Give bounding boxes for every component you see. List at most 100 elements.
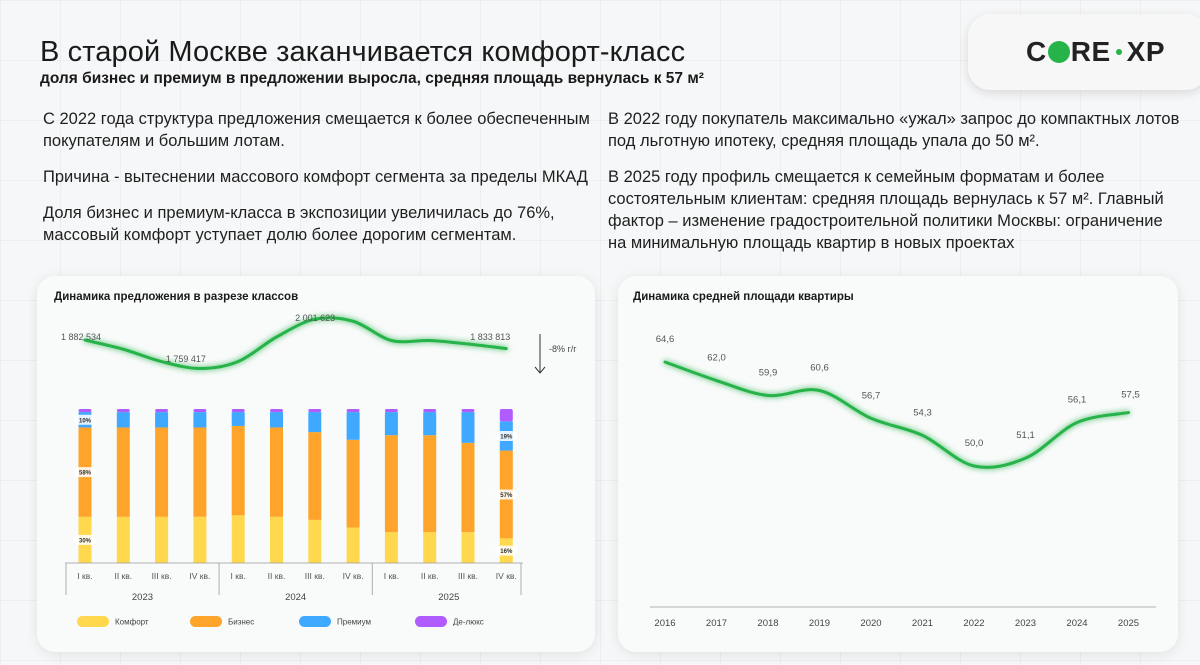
x-tick-label: IV кв. [496,571,517,581]
bar-label-pill [74,414,96,425]
x-tick-label: 2018 [757,618,778,629]
data-label: 57,5 [1121,390,1140,401]
bar-label-pill [495,489,518,500]
bar-segment [384,532,398,563]
chart-title: Динамика предложения в разрезе классов [54,291,299,303]
average-area-line-chart: 2016 2017 2018 2019 2020 2021 2022 2023 2024 2025… [650,334,1156,629]
x-tick-label: 2019 [809,618,830,629]
bar-segment [384,412,398,436]
bar-segment [155,412,169,428]
legend-swatch [77,616,109,627]
x-tick-label: III кв. [305,571,325,581]
bar-segment [461,442,475,533]
bar-label-pill [495,545,518,556]
legend-label: Комфорт [115,618,149,627]
bar-segment [116,427,130,517]
bar-segment [231,409,245,413]
bar-segment [423,412,437,436]
bar-segment [270,516,283,563]
data-label: 62,0 [707,353,726,364]
bar-segment [423,532,437,563]
x-tick-label: II кв. [421,571,439,581]
total-value-label: 2 001 623 [295,313,335,323]
supply-chart-panel: Динамика предложения в разрезе классов 3… [37,276,595,652]
logo-letters-re: RE [1070,36,1111,67]
x-tick-label: 2022 [963,618,984,629]
data-label: 60,6 [810,362,829,373]
legend-label: Бизнес [228,618,254,627]
legend-label: Премиум [337,618,371,627]
x-tick-label: I кв. [77,571,92,581]
total-supply-line [83,316,508,371]
logo-letters-xp: XP [1126,36,1165,67]
paragraph: Причина - вытеснении массового комфорт с… [43,168,588,186]
bar-segment [308,432,322,520]
bar-segment [308,519,322,563]
x-tick-label: IV кв. [189,571,210,581]
bar-segment [461,532,475,563]
x-tick-label: IV кв. [343,571,364,581]
bar-segment [193,427,207,517]
bar-segment [423,435,437,533]
page-title: В старой Москве заканчивается комфорт-кл… [40,36,686,68]
paragraph: С 2022 года структура предложения смещае… [43,110,590,150]
bar-segment [270,427,283,517]
x-tick-label: 2017 [706,618,727,629]
logo-letter-c: C [1026,36,1047,67]
bar-segment [270,412,283,428]
bar-segment [461,409,475,413]
data-label: 50,0 [965,438,984,449]
bar-segment [231,515,245,563]
x-tick-label: I кв. [384,571,399,581]
logo-circle-icon [1047,41,1070,63]
bar-value-label: 10% [79,418,92,424]
bar-value-label: 16% [500,549,513,555]
year-group-label: 2023 [132,592,153,603]
paragraph: Доля бизнес и премиум-класса в экспозици… [43,204,555,244]
bar-segment [193,412,207,428]
x-tick-label: 2023 [1015,618,1036,629]
x-tick-label: 2025 [1118,618,1139,629]
x-tick-label: 2021 [912,618,933,629]
bar-segment [193,409,207,413]
paragraph: В 2025 году профиль смещается к семейным… [608,168,1164,252]
supply-stacked-bar-chart: 30% 58% 10% 16% 57% 19% I кв. II кв. III кв. IV к… [61,313,577,627]
page-subtitle: доля бизнес и премиум в предложении выро… [40,70,704,87]
legend-swatch [299,616,331,627]
bar-segment [384,435,398,533]
chart-title: Динамика средней площади квартиры [633,291,854,303]
bar-segment [116,412,130,428]
year-group-label: 2024 [285,592,306,603]
legend-swatch [190,616,222,627]
bar-segment [461,412,475,443]
bar-segment [78,409,92,413]
text-column-left: С 2022 года структура предложения смещае… [43,108,603,260]
x-tick-label: III кв. [458,571,478,581]
bar-segment [116,409,130,413]
x-tick-label: II кв. [268,571,286,581]
bar-segment [384,409,398,413]
x-tick-label: 2020 [860,618,881,629]
bar-segment [346,527,360,563]
total-value-label: 1 759 417 [166,354,206,364]
data-label: 56,1 [1068,395,1087,406]
bar-segment [155,516,169,563]
legend-label: Де-люкс [453,618,484,627]
core-xp-logo: C RE XP [1026,36,1165,68]
paragraph: В 2022 году покупатель максимально «ужал… [608,110,1180,150]
bar-segment [499,409,513,422]
x-tick-label: 2024 [1066,618,1087,629]
data-label: 59,9 [759,367,778,378]
bar-value-label: 30% [79,538,92,544]
down-arrow-head-icon [534,366,546,374]
bar-segment [116,516,130,563]
bar-segment [231,425,245,516]
x-tick-label: I кв. [231,571,246,581]
bar-value-label: 19% [500,434,513,440]
x-tick-label: III кв. [152,571,172,581]
bar-segment [155,427,169,517]
legend-swatch [415,616,447,627]
yoy-change-label: -8% г/г [549,344,577,354]
total-value-label: 1 833 813 [470,332,510,342]
logo-dot-icon [1115,49,1122,55]
